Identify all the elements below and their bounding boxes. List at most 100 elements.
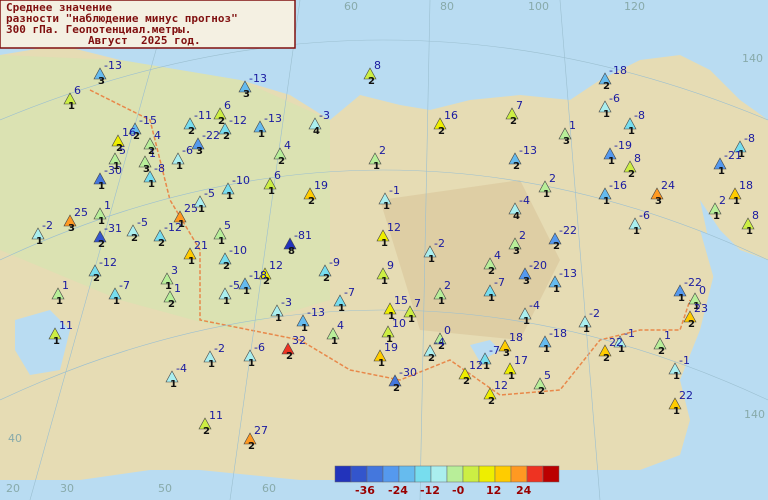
station-count: 1 [170,379,177,390]
station-marker [93,207,107,220]
station-value: -6 [182,144,193,157]
station-value: 12 [469,359,483,372]
station-marker [88,264,102,277]
station-value: -10 [229,244,247,257]
station-count: 1 [543,189,550,200]
station-count: 3 [196,146,203,157]
station-value: 4 [154,129,161,142]
station-count: 2 [603,353,610,364]
station-count: 1 [176,161,183,172]
station-count: 1 [553,284,560,295]
station-marker [363,67,377,80]
station-count: 1 [378,358,385,369]
station-value: 5 [544,369,551,382]
station-marker [108,152,122,165]
station-count: 2 [488,266,495,277]
station-count: 1 [738,149,745,160]
station-marker [498,339,512,352]
station-marker [273,147,287,160]
station-marker [423,344,437,357]
station-value: 7 [516,99,523,112]
station-marker [333,294,347,307]
station-count: 2 [223,261,230,272]
grid-label: 40 [8,432,22,445]
legend-swatch [398,465,416,483]
station-count: 1 [678,293,685,304]
station-count: 1 [98,181,105,192]
station-value: -22 [202,129,220,142]
station-value: -9 [329,256,340,269]
station-marker [503,362,517,375]
station-marker [478,352,492,365]
station-marker [270,304,284,317]
station-marker [688,292,702,305]
legend-label: 12 [486,484,501,497]
station-count: 2 [263,276,270,287]
station-marker [433,117,447,130]
station-count: 1 [338,303,345,314]
station-value: 16 [122,126,136,139]
station-value: 1 [149,147,156,160]
title-line: разности "наблюдение минус прогноз" [6,12,238,25]
station-marker [623,160,637,173]
station-count: 2 [628,169,635,180]
station-count: 2 [603,81,610,92]
station-value: -6 [609,92,620,105]
station-count: 2 [438,126,445,137]
station-count: 1 [746,226,753,237]
station-marker [326,327,340,340]
station-count: 1 [268,186,275,197]
station-marker [281,342,295,355]
station-marker [505,107,519,120]
station-count: 1 [275,313,282,324]
station-value: -18 [549,327,567,340]
station-marker [388,374,402,387]
station-count: 1 [508,371,515,382]
station-value: 11 [209,409,223,422]
station-marker [683,310,697,323]
station-count: 1 [301,323,308,334]
station-count: 2 [133,131,140,142]
station-marker [253,120,267,133]
station-count: 1 [673,371,680,382]
station-marker [376,229,390,242]
station-count: 8 [288,246,295,257]
station-value: 22 [679,389,693,402]
station-marker [733,140,747,153]
border [89,89,691,396]
legend-swatch [462,465,480,483]
station-value: 21 [194,239,208,252]
station-count: 1 [331,336,338,347]
station-marker [538,335,552,348]
legend-swatch [510,465,528,483]
station-value: -2 [434,237,445,250]
station-count: 1 [226,191,233,202]
station-value: 1 [174,282,181,295]
station-value: -3 [281,296,292,309]
station-count: 1 [633,226,640,237]
station-count: 1 [718,166,725,177]
station-marker [578,315,592,328]
legend-swatch [542,465,560,483]
station-value: 8 [752,209,759,222]
station-value: -81 [294,229,312,242]
station-count: 2 [188,126,195,137]
station-marker [128,122,142,135]
station-count: 2 [278,156,285,167]
station-value: -4 [519,194,530,207]
station-value: -8 [634,109,645,122]
station-marker [598,187,612,200]
station-count: 1 [523,316,530,327]
station-count: 2 [488,396,495,407]
grid-label: 60 [344,0,358,13]
station-value: -13 [307,306,325,319]
station-marker [423,245,437,258]
station-value: 23 [694,302,708,315]
station-value: 4 [284,139,291,152]
legend-swatch [366,465,384,483]
station-value: -7 [344,286,355,299]
station-count: 1 [693,301,700,312]
station-marker [48,327,62,340]
